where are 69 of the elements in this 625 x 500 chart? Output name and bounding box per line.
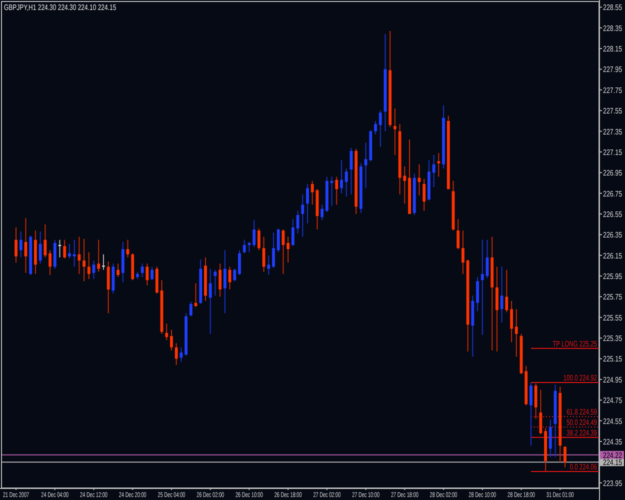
- candlestick: [78, 236, 81, 274]
- candlestick: [500, 266, 504, 324]
- candlestick: [480, 239, 484, 336]
- candlestick: [534, 383, 538, 420]
- candlestick: [155, 266, 158, 294]
- candlestick: [510, 300, 513, 343]
- candlestick: [146, 263, 149, 286]
- candlestick: [126, 239, 130, 258]
- candlestick: [14, 226, 18, 264]
- candlestick: [82, 238, 86, 282]
- candlestick: [102, 254, 105, 270]
- candlestick: [564, 446, 566, 468]
- candlestick: [165, 323, 168, 341]
- candlestick: [242, 239, 246, 254]
- candlestick: [505, 269, 508, 313]
- candlestick: [422, 178, 426, 212]
- candlestick: [19, 231, 22, 258]
- candlestick: [233, 268, 236, 282]
- candlestick: [112, 263, 115, 294]
- candlestick: [208, 268, 212, 334]
- candlestick: [286, 236, 290, 264]
- candlestick: [214, 269, 217, 296]
- candlestick: [393, 108, 396, 156]
- candlestick: [496, 266, 498, 352]
- candlestick: [68, 243, 71, 259]
- candlestick: [437, 152, 440, 178]
- candlestick: [476, 276, 479, 312]
- candlestick: [272, 232, 275, 268]
- candlestick: [140, 263, 144, 278]
- candlestick: [335, 176, 338, 206]
- candlestick: [320, 204, 324, 221]
- candlestick: [63, 239, 66, 259]
- candlestick: [189, 301, 192, 317]
- candlestick: [257, 228, 260, 251]
- candlestick: [174, 342, 178, 366]
- candlestick: [72, 239, 76, 268]
- candlestick: [432, 154, 436, 188]
- candlestick: [344, 168, 348, 197]
- candlestick: [548, 419, 552, 458]
- candlestick: [38, 231, 42, 264]
- candlestick: [374, 120, 377, 135]
- candlestick: [340, 160, 343, 194]
- candlestick: [306, 183, 309, 224]
- candlestick: [530, 382, 532, 446]
- candlestick: [106, 261, 110, 314]
- candlestick: [121, 241, 124, 283]
- candlestick: [252, 220, 256, 248]
- candlestick: [97, 239, 100, 272]
- candlestick: [310, 180, 314, 206]
- candlestick: [87, 252, 90, 280]
- candlestick: [218, 263, 222, 298]
- candlestick: [291, 218, 294, 247]
- candlestick: [150, 266, 154, 281]
- candlestick: [53, 239, 56, 270]
- candlestick: [170, 329, 173, 351]
- candlestick: [267, 254, 270, 276]
- candlestick: [539, 389, 542, 435]
- candlestick: [276, 228, 280, 253]
- candlestick: [180, 346, 183, 362]
- candlestick: [456, 218, 460, 250]
- candlestick: [223, 250, 226, 314]
- candlestick: [514, 308, 518, 358]
- candlestick: [48, 250, 52, 276]
- candlestick: [238, 250, 241, 276]
- candlestick: [378, 110, 382, 148]
- candlestick: [462, 230, 464, 274]
- candlestick: [301, 194, 304, 238]
- candlestick: [44, 224, 47, 258]
- candlestick: [116, 263, 120, 278]
